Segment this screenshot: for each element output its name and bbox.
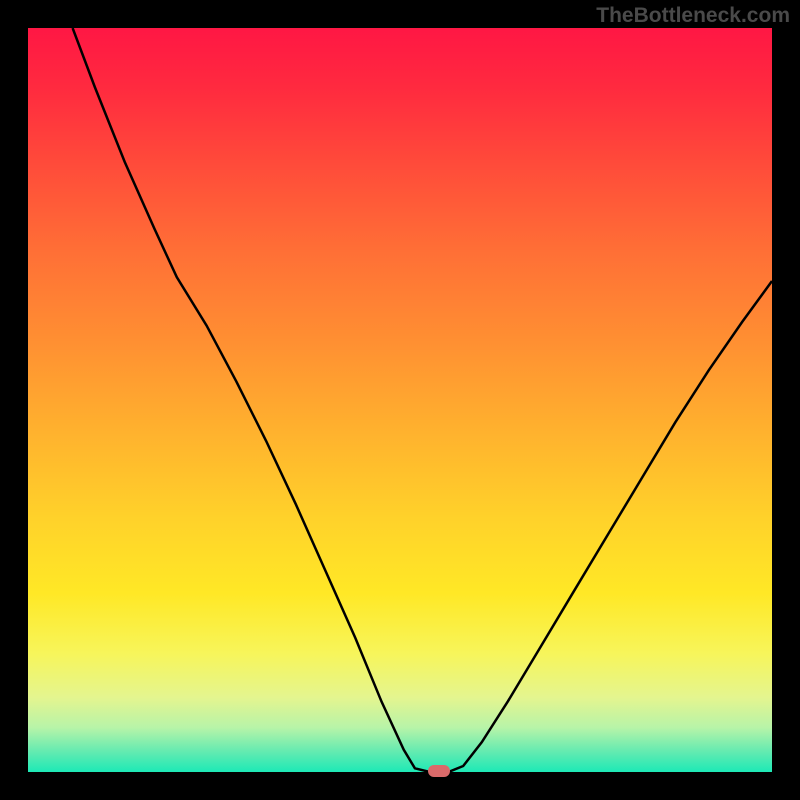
watermark-text: TheBottleneck.com: [596, 4, 790, 28]
chart-container: TheBottleneck.com: [0, 0, 800, 800]
optimal-marker: [428, 765, 450, 777]
bottleneck-curve: [28, 28, 772, 772]
plot-area: [28, 28, 772, 772]
